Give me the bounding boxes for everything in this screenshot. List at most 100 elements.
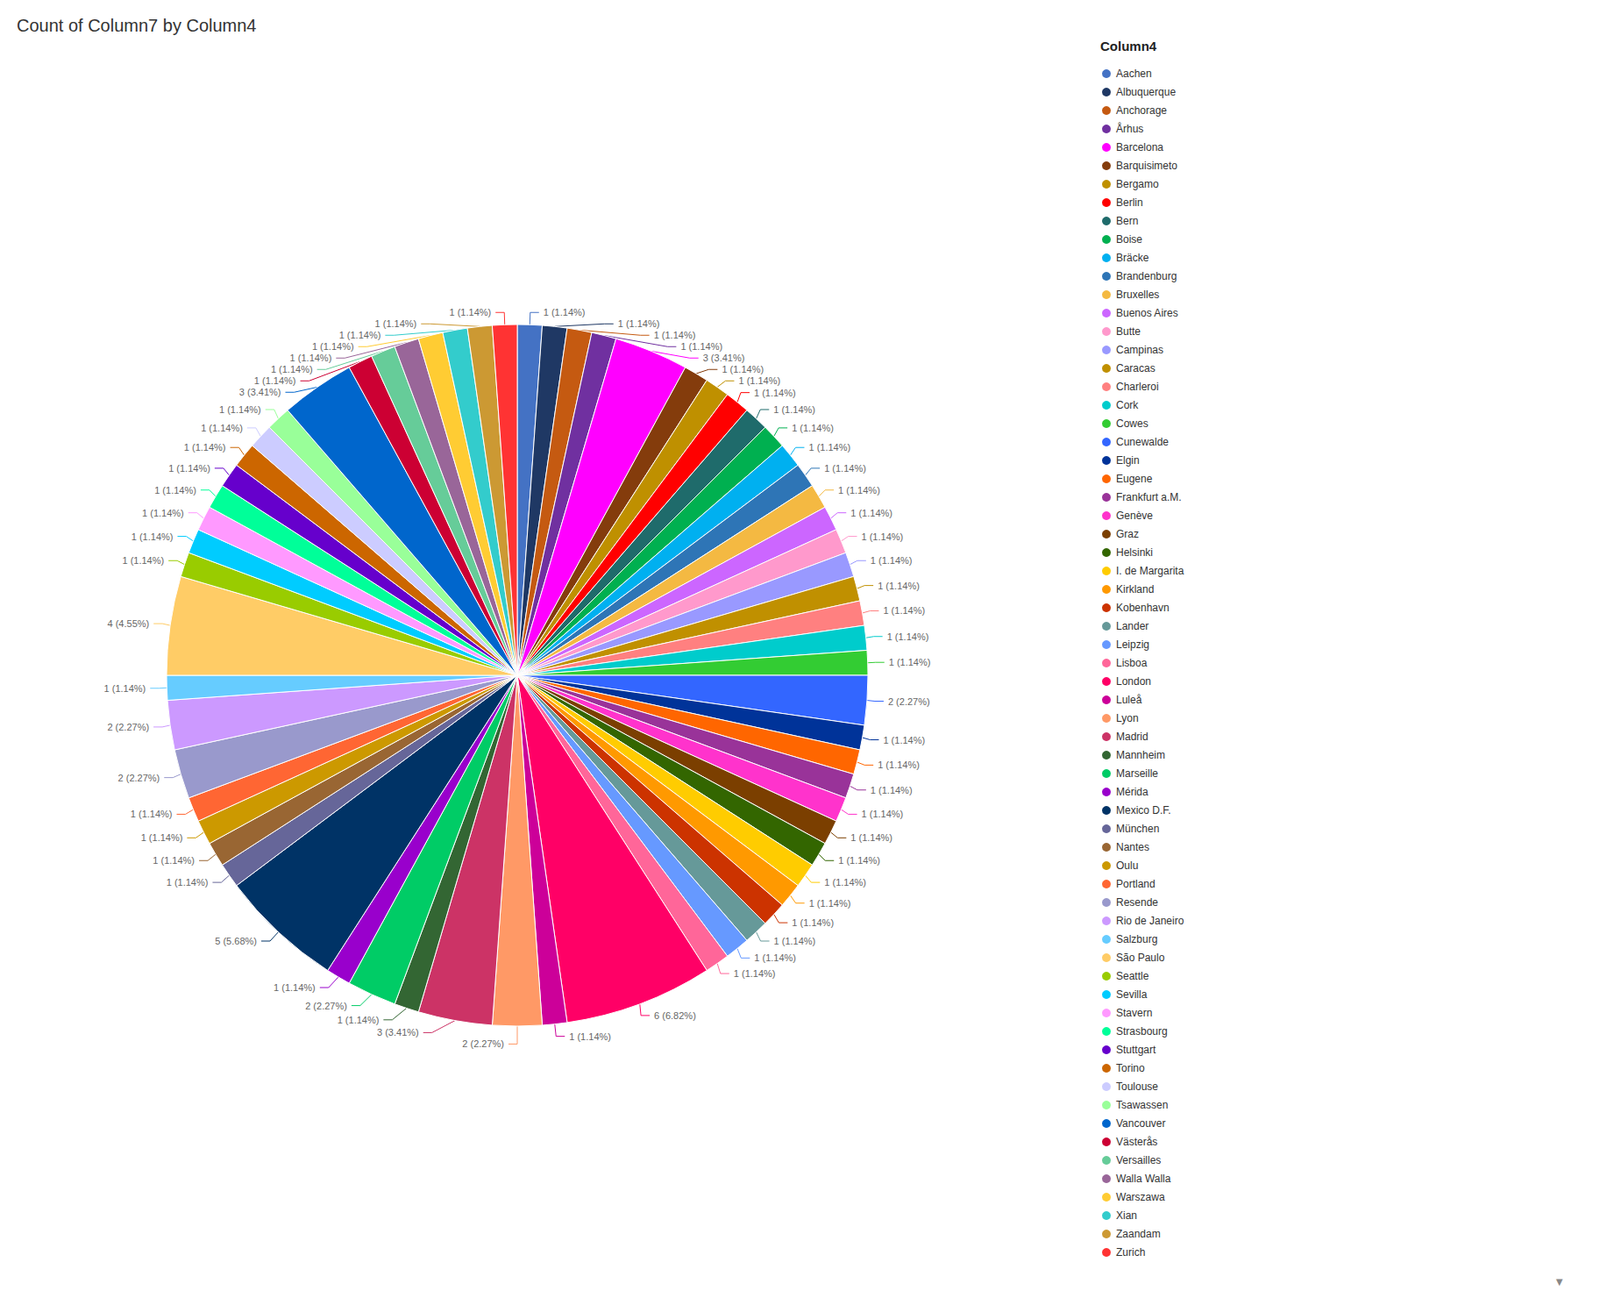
svg-text:2 (2.27%): 2 (2.27%) xyxy=(106,721,150,733)
svg-text:Campinas: Campinas xyxy=(1116,343,1164,356)
svg-text:1 (1.14%): 1 (1.14%) xyxy=(142,507,185,519)
svg-text:Genève: Genève xyxy=(1116,509,1153,522)
svg-text:1 (1.14%): 1 (1.14%) xyxy=(290,352,333,363)
svg-text:1 (1.14%): 1 (1.14%) xyxy=(882,734,925,746)
svg-text:1 (1.14%): 1 (1.14%) xyxy=(877,759,920,770)
svg-text:2 (2.27%): 2 (2.27%) xyxy=(118,772,161,783)
svg-text:1 (1.14%): 1 (1.14%) xyxy=(824,876,867,888)
svg-text:Zaandam: Zaandam xyxy=(1116,1227,1161,1240)
svg-text:Leipzig: Leipzig xyxy=(1116,638,1150,651)
svg-text:1 (1.14%): 1 (1.14%) xyxy=(870,784,913,796)
svg-text:Berlin: Berlin xyxy=(1116,196,1144,209)
svg-text:Salzburg: Salzburg xyxy=(1116,932,1158,946)
svg-text:Aachen: Aachen xyxy=(1116,67,1152,80)
svg-text:1 (1.14%): 1 (1.14%) xyxy=(543,306,586,318)
svg-text:1 (1.14%): 1 (1.14%) xyxy=(773,404,816,415)
svg-text:Albuquerque: Albuquerque xyxy=(1116,85,1176,99)
svg-text:1 (1.14%): 1 (1.14%) xyxy=(337,1014,380,1025)
svg-text:2 (2.27%): 2 (2.27%) xyxy=(462,1038,505,1049)
svg-text:1 (1.14%): 1 (1.14%) xyxy=(154,484,197,496)
svg-text:▼: ▼ xyxy=(1553,1274,1565,1288)
svg-text:1 (1.14%): 1 (1.14%) xyxy=(254,375,297,386)
svg-text:1 (1.14%): 1 (1.14%) xyxy=(861,531,904,542)
svg-text:Mérida: Mérida xyxy=(1116,785,1149,798)
svg-text:Västerås: Västerås xyxy=(1116,1135,1158,1148)
svg-text:1 (1.14%): 1 (1.14%) xyxy=(654,329,697,341)
svg-text:Kobenhavn: Kobenhavn xyxy=(1116,601,1170,614)
svg-text:1 (1.14%): 1 (1.14%) xyxy=(121,554,164,566)
svg-text:1 (1.14%): 1 (1.14%) xyxy=(861,808,904,819)
svg-text:Stuttgart: Stuttgart xyxy=(1116,1043,1157,1056)
svg-text:Barquisimeto: Barquisimeto xyxy=(1116,159,1178,172)
svg-text:1 (1.14%): 1 (1.14%) xyxy=(184,441,227,453)
svg-text:Boise: Boise xyxy=(1116,233,1143,246)
svg-text:Portland: Portland xyxy=(1116,877,1156,890)
svg-text:2 (2.27%): 2 (2.27%) xyxy=(888,696,931,707)
svg-text:Resende: Resende xyxy=(1116,896,1159,909)
svg-text:1 (1.14%): 1 (1.14%) xyxy=(568,1031,612,1042)
svg-text:1 (1.14%): 1 (1.14%) xyxy=(738,375,781,386)
svg-text:1 (1.14%): 1 (1.14%) xyxy=(168,462,211,474)
svg-text:Butte: Butte xyxy=(1116,325,1141,338)
svg-text:Xian: Xian xyxy=(1116,1208,1138,1222)
svg-text:1 (1.14%): 1 (1.14%) xyxy=(270,363,313,375)
svg-text:Strasbourg: Strasbourg xyxy=(1116,1024,1168,1038)
svg-text:Walla Walla: Walla Walla xyxy=(1116,1172,1172,1185)
svg-text:1 (1.14%): 1 (1.14%) xyxy=(152,854,195,866)
svg-text:3 (3.41%): 3 (3.41%) xyxy=(239,386,282,398)
svg-text:Lisboa: Lisboa xyxy=(1116,656,1148,669)
svg-text:Lander: Lander xyxy=(1116,619,1149,633)
svg-text:Marseille: Marseille xyxy=(1116,767,1159,780)
svg-text:1 (1.14%): 1 (1.14%) xyxy=(850,832,893,843)
svg-text:1 (1.14%): 1 (1.14%) xyxy=(166,876,209,888)
svg-text:Eugene: Eugene xyxy=(1116,472,1153,485)
svg-text:I. de Margarita: I. de Margarita xyxy=(1116,564,1185,577)
svg-text:Toulouse: Toulouse xyxy=(1116,1080,1159,1093)
svg-text:Cowes: Cowes xyxy=(1116,417,1149,430)
svg-text:1 (1.14%): 1 (1.14%) xyxy=(791,422,834,434)
svg-text:Cork: Cork xyxy=(1116,398,1139,412)
svg-text:München: München xyxy=(1116,822,1160,835)
svg-text:Bern: Bern xyxy=(1116,214,1138,228)
svg-text:1 (1.14%): 1 (1.14%) xyxy=(130,808,173,819)
svg-text:1 (1.14%): 1 (1.14%) xyxy=(824,462,867,474)
svg-text:São Paulo: São Paulo xyxy=(1116,951,1166,964)
svg-text:Graz: Graz xyxy=(1116,527,1139,541)
svg-text:1 (1.14%): 1 (1.14%) xyxy=(753,387,797,399)
svg-text:Buenos Aires: Buenos Aires xyxy=(1116,306,1179,320)
svg-text:Luleå: Luleå xyxy=(1116,693,1143,706)
svg-text:Sevilla: Sevilla xyxy=(1116,988,1148,1001)
svg-text:1 (1.14%): 1 (1.14%) xyxy=(104,682,147,694)
svg-text:Anchorage: Anchorage xyxy=(1116,104,1167,117)
svg-text:Mannheim: Mannheim xyxy=(1116,748,1166,761)
svg-text:Stavern: Stavern xyxy=(1116,1006,1152,1019)
svg-text:1 (1.14%): 1 (1.14%) xyxy=(774,935,817,946)
svg-text:1 (1.14%): 1 (1.14%) xyxy=(838,484,881,496)
svg-text:1 (1.14%): 1 (1.14%) xyxy=(882,604,925,616)
svg-text:Brandenburg: Brandenburg xyxy=(1116,270,1177,283)
svg-text:Rio de Janeiro: Rio de Janeiro xyxy=(1116,914,1185,927)
svg-text:Charleroi: Charleroi xyxy=(1116,380,1160,393)
svg-text:1 (1.14%): 1 (1.14%) xyxy=(131,531,174,542)
svg-text:2 (2.27%): 2 (2.27%) xyxy=(305,1000,348,1011)
svg-text:3 (3.41%): 3 (3.41%) xyxy=(703,352,746,363)
svg-text:Caracas: Caracas xyxy=(1116,362,1156,375)
svg-text:Frankfurt a.M.: Frankfurt a.M. xyxy=(1116,490,1182,504)
svg-text:1 (1.14%): 1 (1.14%) xyxy=(375,318,418,329)
svg-text:Nantes: Nantes xyxy=(1116,840,1150,854)
svg-text:Versailles: Versailles xyxy=(1116,1153,1161,1167)
svg-text:Cunewalde: Cunewalde xyxy=(1116,435,1169,448)
svg-text:1 (1.14%): 1 (1.14%) xyxy=(449,306,492,318)
svg-text:Seattle: Seattle xyxy=(1116,969,1150,982)
svg-text:Vancouver: Vancouver xyxy=(1116,1116,1166,1130)
svg-text:Helsinki: Helsinki xyxy=(1116,546,1153,559)
svg-text:1 (1.14%): 1 (1.14%) xyxy=(887,631,930,642)
svg-text:1 (1.14%): 1 (1.14%) xyxy=(753,952,797,963)
svg-text:Column4: Column4 xyxy=(1100,38,1158,54)
svg-text:1 (1.14%): 1 (1.14%) xyxy=(733,967,776,979)
svg-text:Zurich: Zurich xyxy=(1116,1245,1145,1259)
svg-text:1 (1.14%): 1 (1.14%) xyxy=(877,580,920,591)
svg-text:Warszawa: Warszawa xyxy=(1116,1190,1166,1203)
svg-text:Tsawassen: Tsawassen xyxy=(1116,1098,1168,1111)
svg-text:London: London xyxy=(1116,675,1152,688)
